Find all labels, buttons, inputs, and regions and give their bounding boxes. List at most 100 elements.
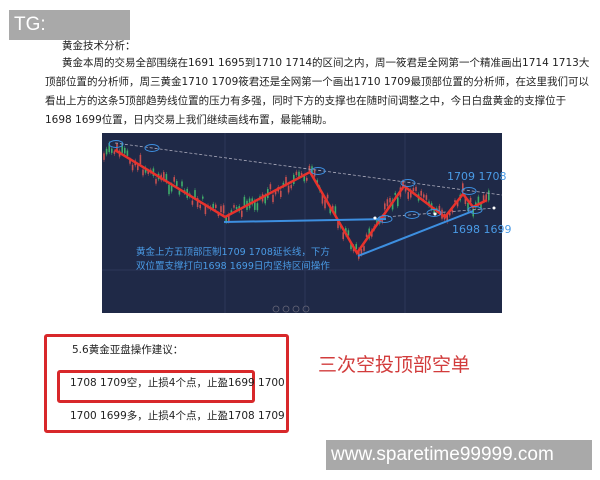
candle — [394, 192, 396, 195]
candle — [464, 195, 467, 204]
candle — [326, 194, 329, 199]
candle — [137, 165, 139, 171]
advice-title: 5.6黄金亚盘操作建议： — [72, 344, 184, 356]
candle — [337, 220, 339, 229]
candle — [433, 208, 435, 214]
candle — [254, 200, 256, 210]
advice-box — [44, 334, 289, 433]
candle — [217, 213, 220, 217]
candle — [300, 172, 303, 176]
candle — [220, 206, 222, 213]
resistance-trendline — [114, 142, 502, 196]
candlesticks — [103, 141, 490, 261]
candle — [103, 153, 105, 160]
chart-note-line: 黄金上方五顶部压制1709 1708延长线，下方 — [136, 247, 330, 258]
candle — [329, 206, 331, 214]
candle — [425, 195, 428, 200]
candle — [194, 190, 196, 198]
candle — [451, 209, 454, 213]
candle — [147, 170, 149, 174]
trend-zigzag — [114, 148, 488, 256]
candle — [402, 181, 404, 189]
candle — [456, 201, 459, 207]
candle — [306, 177, 308, 181]
candle — [423, 194, 425, 198]
candle — [202, 196, 204, 199]
candle — [363, 246, 365, 251]
highlight-note: 三次空投顶部空单 — [318, 354, 471, 376]
candle — [324, 199, 326, 209]
watermark-bottom: www.sparetime99999.com — [326, 440, 592, 470]
candle — [350, 242, 352, 250]
candle — [332, 205, 334, 211]
candle — [280, 190, 282, 197]
candle — [215, 204, 217, 208]
zoom-controls — [272, 305, 310, 313]
candle — [105, 148, 108, 155]
candle — [124, 147, 126, 154]
candle — [334, 206, 337, 216]
candle — [488, 190, 490, 201]
candle — [199, 204, 201, 209]
candle — [365, 234, 368, 237]
candle — [176, 181, 178, 187]
candle — [274, 191, 277, 195]
support-line — [223, 218, 387, 223]
candle — [389, 197, 391, 203]
watermark-top: TG: MYYJJPP — [9, 10, 130, 65]
advice-item-short: 1708 1709空，止损4个点，止盈1699 1700 — [70, 377, 285, 389]
candle — [467, 202, 469, 212]
candle — [121, 143, 123, 153]
candle — [196, 198, 199, 208]
advice-highlight-box — [57, 370, 255, 403]
top-markers — [108, 140, 483, 223]
candle — [342, 232, 344, 240]
candle — [469, 197, 472, 203]
candle — [111, 148, 113, 153]
candle — [178, 190, 181, 195]
candle — [477, 196, 480, 205]
candle — [462, 183, 464, 192]
candle — [129, 159, 131, 164]
candle — [358, 249, 360, 259]
candle — [397, 197, 399, 207]
candle — [384, 203, 386, 210]
candle — [170, 184, 173, 192]
article-line: 1698 1699位置，日内交易上我们继续画线布置，最能辅助。 — [45, 114, 333, 126]
candle — [269, 184, 272, 190]
candle — [168, 184, 170, 195]
candle — [485, 194, 487, 201]
candle — [438, 205, 441, 213]
article-heading: 黄金技术分析： — [62, 40, 136, 52]
candle — [212, 203, 214, 209]
candle — [376, 219, 378, 224]
candle — [173, 177, 175, 182]
candle — [313, 170, 316, 177]
article-line: 看出上方的这条5顶部趋势线位置的压力有多强，同时下方的支撑也在随时间调整之中，今… — [45, 95, 567, 107]
candle — [454, 200, 456, 203]
price-chart-image: 1709 1708 1698 1699 黄金上方五顶部压制1709 1708延长… — [102, 133, 512, 313]
candle — [449, 212, 451, 216]
article-line: 顶部位置的分析师，周三黄金1710 1709筱君还是全网第一个画出1710 17… — [45, 76, 590, 88]
candle — [415, 186, 417, 191]
candle — [290, 184, 292, 189]
candle — [163, 172, 165, 181]
resistance-label: 1709 1708 — [447, 170, 507, 183]
candle — [482, 195, 485, 201]
candle — [181, 181, 183, 187]
candle — [191, 200, 194, 205]
chart-note: 黄金上方五顶部压制1709 1708延长线，下方 双位置支撑打向1698 169… — [136, 246, 330, 274]
candle — [282, 182, 285, 187]
candle — [412, 188, 415, 192]
candle — [355, 244, 357, 250]
candle — [287, 185, 290, 193]
candle — [139, 154, 142, 165]
chart-note-line: 双位置支撑打向1698 1699日内坚持区间操作 — [136, 261, 330, 272]
candle — [285, 177, 287, 185]
article-line: 黄金本周的交易全部围绕在1691 1695到1710 1714的区间之内，周一筱… — [62, 57, 590, 69]
candle — [225, 217, 227, 223]
candle — [272, 194, 274, 203]
candle — [303, 175, 305, 182]
candle — [420, 190, 422, 196]
candle — [243, 196, 246, 207]
